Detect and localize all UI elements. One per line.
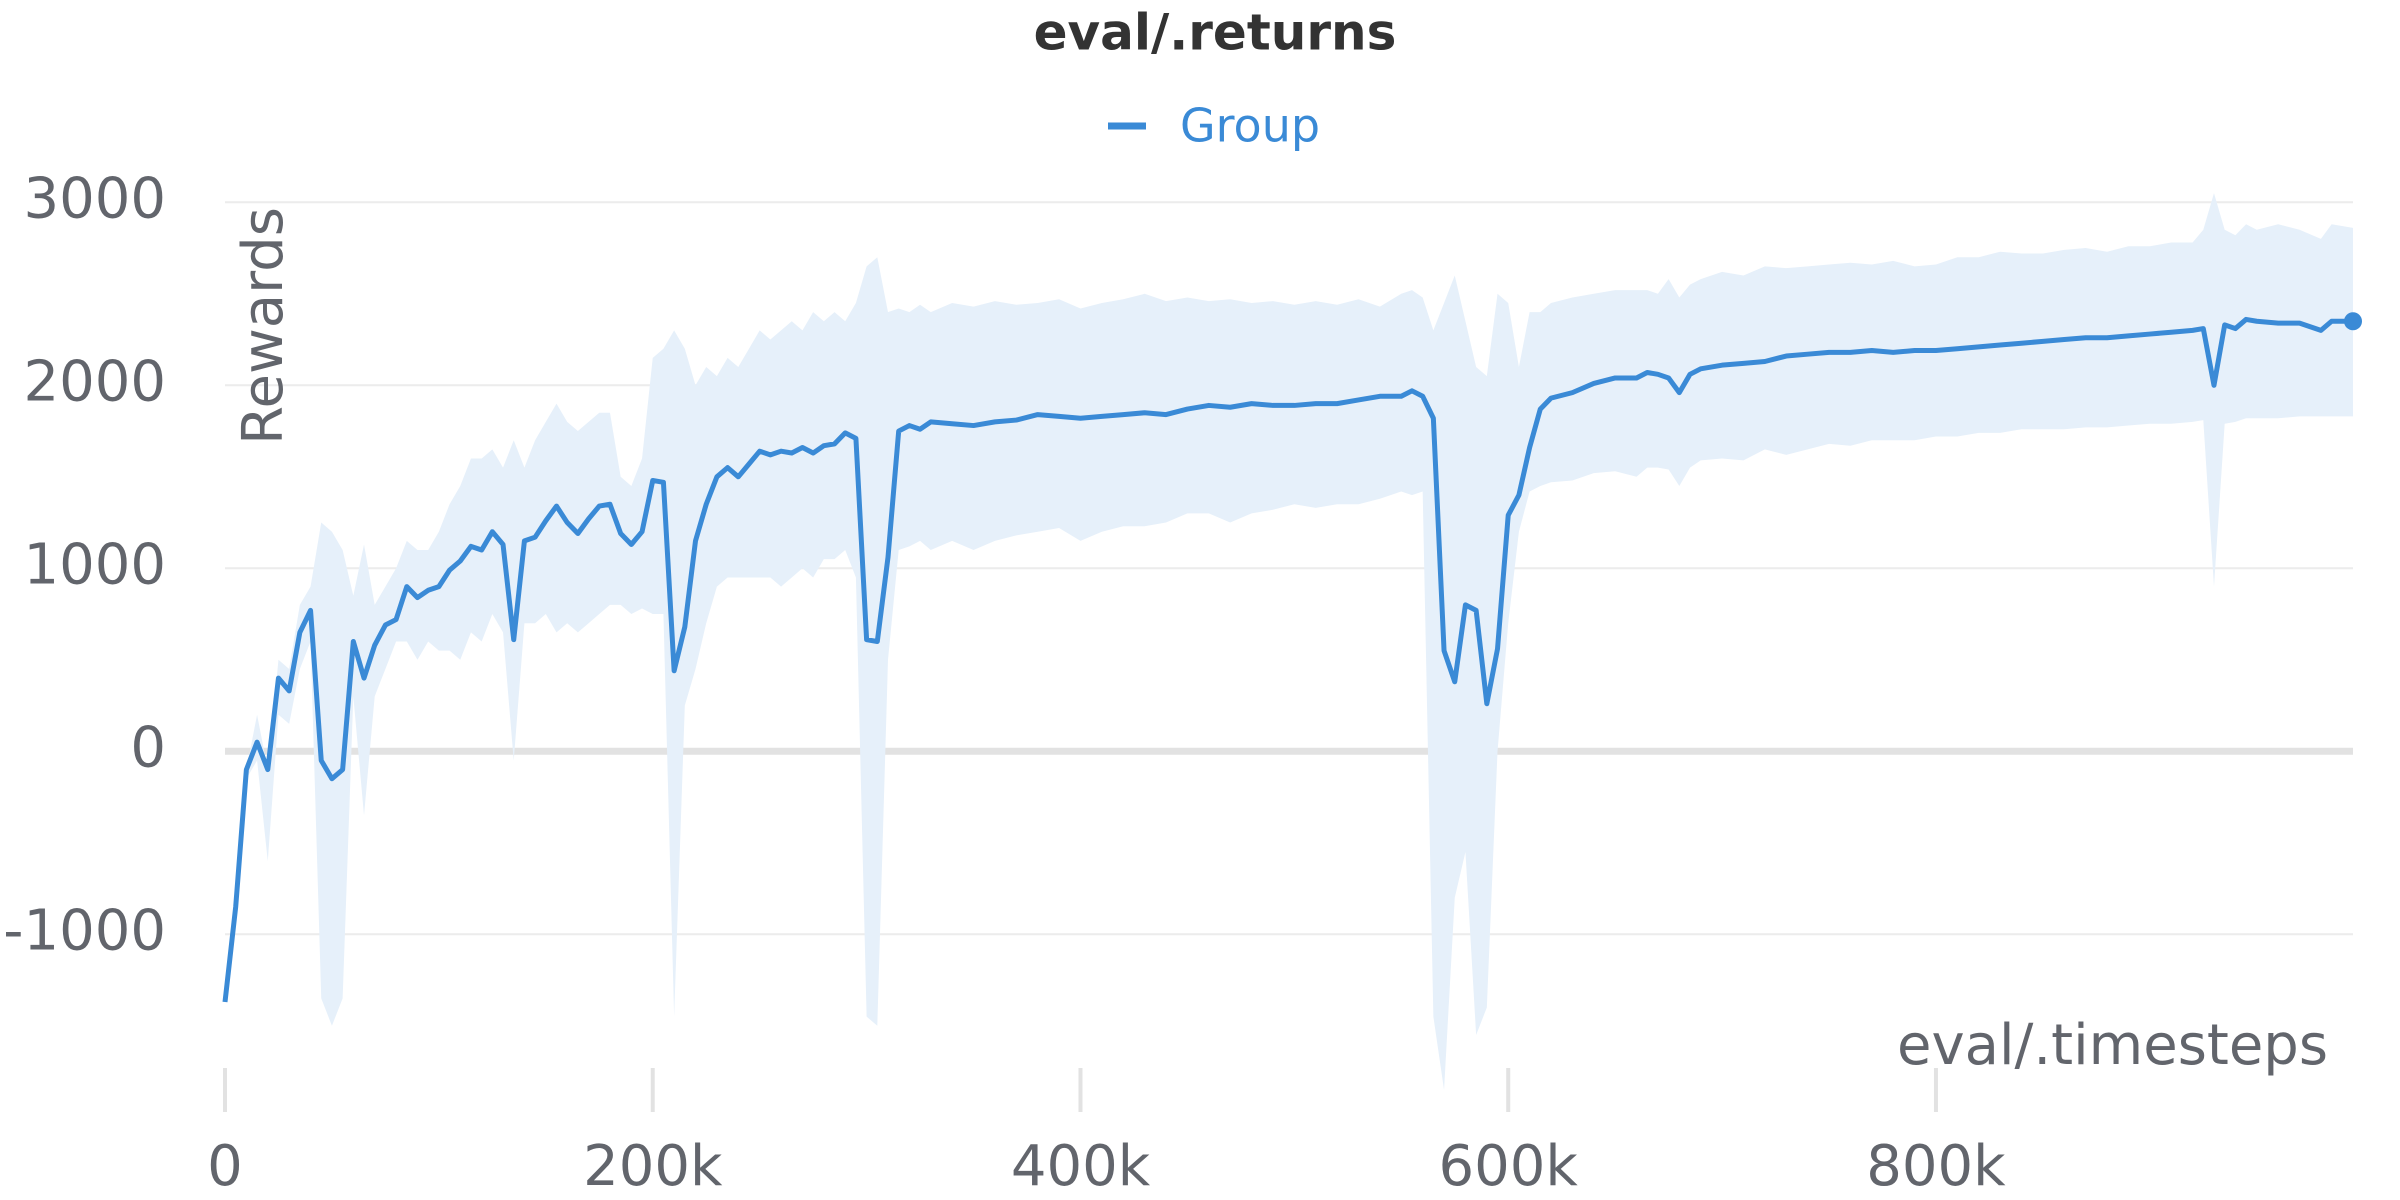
legend-label: Group [1180,99,1320,153]
series-line [222,316,2353,1003]
y-tick-label: 1000 [23,532,166,597]
chart-title: eval/.returns [1034,4,1397,62]
x-tick-label: 600k [1439,1134,1579,1199]
y-axis-label: Rewards [231,207,296,445]
y-tick-label: 0 [130,715,166,780]
x-tick-label: 200k [583,1134,723,1199]
y-tick-label: 2000 [23,349,166,414]
end-point [2344,312,2362,331]
x-axis-label: eval/.timesteps [1897,1013,2328,1078]
y-tick-label: 3000 [23,166,166,231]
x-tick-label: 800k [1866,1134,2006,1199]
x-tick-label: 0 [207,1134,243,1199]
y-tick-label: -1000 [3,898,166,963]
confidence-band [225,193,2353,1090]
x-tick-label: 400k [1011,1134,1151,1199]
